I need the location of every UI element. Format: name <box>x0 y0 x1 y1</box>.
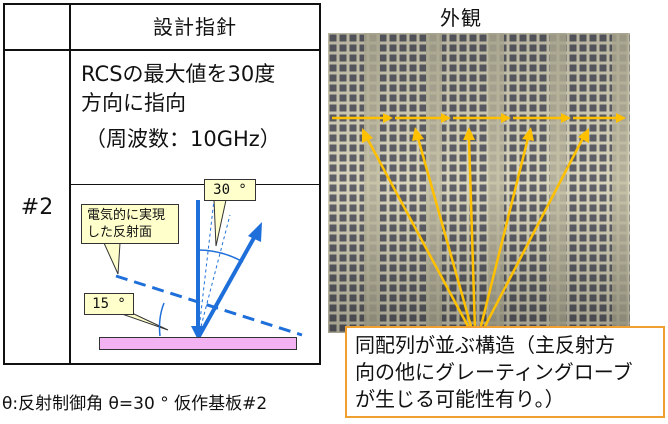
note-line-1: 同配列が並ぶ構造（主反射方 <box>355 333 615 357</box>
fan-arrow-1 <box>365 137 472 331</box>
reflected-arrowhead <box>248 222 262 242</box>
fan-arrowhead-4 <box>522 127 534 141</box>
horizontal-arrowhead-2 <box>441 113 451 123</box>
note-line-2: 向の他にグレーティングローブ <box>355 360 633 384</box>
horizontal-arrowhead-1 <box>383 113 393 123</box>
reflector-label-line2: した反射面 <box>87 225 153 240</box>
design-guideline-table: 設計指針 #2 RCSの最大値を30度 方向に指向 （周波数：10GHz） <box>3 3 321 365</box>
fan-arrowhead-5 <box>578 128 589 143</box>
substrate-pattern <box>328 33 630 333</box>
normal-guide-vertical <box>197 199 215 339</box>
electrical-reflection-plane <box>115 274 303 337</box>
spec-line-2: 方向に指向 <box>81 91 186 115</box>
text-diagram-divider <box>71 184 319 185</box>
fan-arrowhead-3 <box>463 127 475 140</box>
angle-label-15: 15 ° <box>84 293 134 315</box>
horizontal-arrowhead-4 <box>561 113 571 123</box>
photo-title: 外観 <box>440 6 482 30</box>
column-divider <box>69 5 71 363</box>
grating-lobe-note: 同配列が並ぶ構造（主反射方 向の他にグレーティングローブ が生じる可能性有り。） <box>345 326 665 418</box>
caption: θ:反射制御角 θ=30 ° 仮作基板#2 <box>2 394 268 414</box>
reflector-label-line1: 電気的に実現 <box>87 208 166 223</box>
spec-line-3: （周波数：10GHz） <box>85 127 281 151</box>
header-divider <box>5 49 319 51</box>
spec-line-1: RCSの最大値を30度 <box>81 62 276 86</box>
fan-arrow-2 <box>416 137 474 331</box>
note-line-3: が生じる可能性有り。） <box>355 387 565 411</box>
angle-label-30: 30 ° <box>204 179 256 201</box>
reflected-wave-arrow <box>196 235 257 339</box>
horizontal-arrowhead-5 <box>616 113 626 123</box>
row-id: #2 <box>20 195 54 220</box>
substrate-bar <box>99 337 297 350</box>
reflector-label: 電気的に実現 した反射面 <box>81 204 179 244</box>
fan-arrow-3 <box>467 137 477 331</box>
substrate-photo <box>328 33 630 333</box>
fan-arrow-4 <box>478 137 530 331</box>
angle-arc-30 <box>197 249 244 263</box>
fan-arrowhead-1 <box>362 128 373 143</box>
fan-arrow-5 <box>481 137 585 331</box>
fan-arrowhead-2 <box>412 127 424 141</box>
table-header: 設計指針 <box>153 15 237 39</box>
angle-arc-15 <box>158 302 165 337</box>
horizontal-arrowhead-3 <box>501 113 511 123</box>
